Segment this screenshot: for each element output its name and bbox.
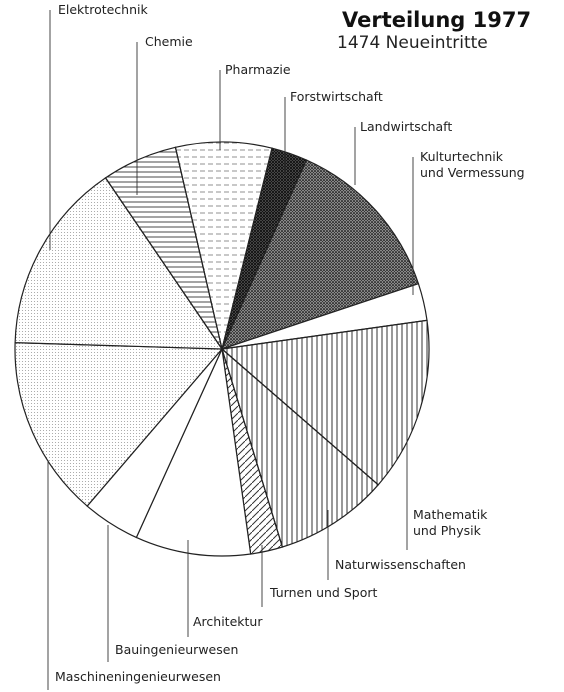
slice-label: Elektrotechnik [58, 2, 148, 17]
slice-label: Landwirtschaft [360, 119, 453, 134]
slice-label: Chemie [145, 34, 193, 49]
pie-slice [174, 141, 273, 350]
slice-label: Architektur [193, 614, 263, 629]
slice-label: Maschineningenieurwesen [55, 669, 221, 684]
slice-label: Mathematik und Physik [413, 507, 488, 538]
pie-slice [220, 347, 380, 548]
pie-slice [14, 342, 224, 507]
slice-label: Naturwissenschaften [335, 557, 466, 572]
pie-slice [14, 177, 224, 350]
pie-slice [220, 319, 430, 486]
slice-label: Bauingenieurwesen [115, 642, 239, 657]
pie-slice [135, 346, 252, 557]
chart-subtitle: 1474 Neueintritte [337, 33, 488, 53]
slice-label: Kulturtechnik und Vermessung [420, 149, 525, 180]
slice-label: Pharmazie [225, 62, 291, 77]
slice-label: Turnen und Sport [270, 585, 378, 600]
pie-slice [104, 146, 223, 350]
pie-slice [220, 159, 420, 350]
chart-title: Verteilung 1977 [342, 8, 532, 32]
slice-label: Forstwirtschaft [290, 89, 383, 104]
